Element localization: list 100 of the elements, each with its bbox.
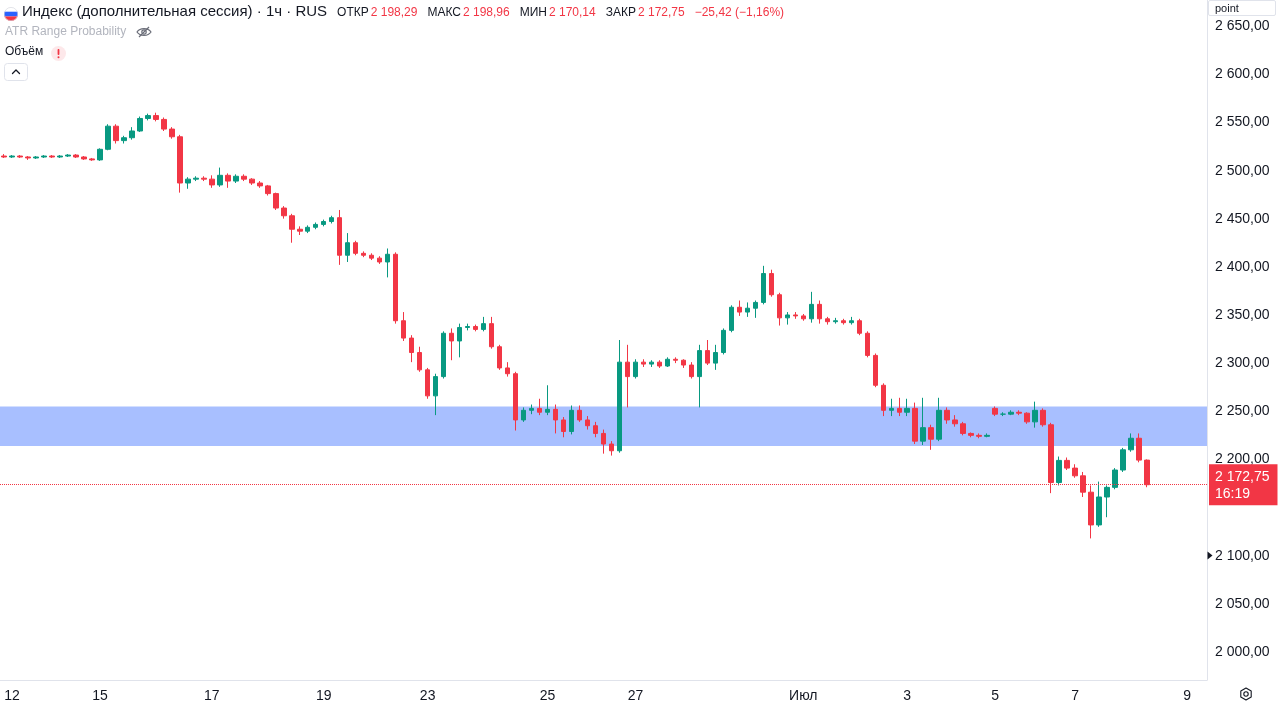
candlestick [121, 135, 127, 145]
candlestick [1104, 484, 1110, 518]
y-tick-label: 2 200,00 [1215, 450, 1270, 467]
candlestick [225, 172, 231, 189]
candlestick [593, 421, 598, 438]
candlestick [113, 123, 119, 145]
candlestick [393, 251, 398, 325]
candlestick [129, 126, 135, 141]
candlestick [25, 155, 31, 161]
candlestick [920, 397, 926, 446]
y-tick-label: 2 550,00 [1215, 113, 1270, 130]
candlestick [169, 126, 175, 140]
candlestick [137, 116, 143, 133]
x-tick-label: 17 [204, 687, 220, 703]
candlestick [553, 404, 558, 434]
candlestick [401, 311, 406, 342]
candlestick [17, 154, 23, 159]
candlestick [481, 316, 486, 332]
candlestick [521, 406, 526, 423]
candlestick [369, 252, 374, 261]
candlestick [473, 324, 478, 332]
candlestick [769, 269, 774, 298]
candlestick [984, 432, 990, 438]
candlestick [465, 323, 470, 331]
candlestick [329, 215, 334, 224]
candlestick [968, 431, 974, 438]
y-tick-label: 2 350,00 [1215, 305, 1270, 322]
candlestick [976, 432, 982, 439]
candlestick [273, 192, 279, 211]
x-tick-label: 5 [991, 687, 1000, 703]
candlestick [545, 384, 550, 416]
candlestick [952, 414, 958, 428]
candlestick [1096, 481, 1102, 528]
candlestick [233, 173, 239, 184]
candlestick [177, 134, 183, 194]
candlestick [33, 155, 39, 160]
annotation: ЗАКР [605, 5, 636, 19]
candlestick [457, 323, 462, 358]
candlestick [1128, 432, 1134, 453]
candlestick [73, 153, 79, 159]
candlestick [289, 213, 295, 244]
x-tick-label: 19 [315, 687, 332, 703]
candlestick [209, 174, 215, 189]
candlestick [305, 224, 310, 234]
candlestick [201, 175, 207, 182]
candlestick [577, 405, 582, 423]
candlestick [297, 225, 303, 236]
x-tick-label: 3 [903, 687, 912, 703]
ref-line-label: 2 172,75 16:19 [1215, 468, 1270, 502]
candlestick [9, 154, 15, 159]
candlestick [97, 147, 103, 162]
candlestick [1016, 409, 1022, 416]
annotation: МАКС [427, 5, 461, 19]
candlestick [625, 344, 630, 408]
candlestick [809, 291, 814, 324]
candlestick [193, 175, 199, 182]
x-tick-label: 27 [627, 687, 644, 703]
candlestick [1040, 407, 1046, 428]
y-tick-label: 2 050,00 [1215, 594, 1270, 611]
candlestick [873, 352, 878, 388]
y-tick-label: 2 300,00 [1215, 354, 1270, 371]
candlestick [1072, 463, 1078, 479]
x-tick-label: 9 [1183, 687, 1192, 703]
candlestick [609, 440, 614, 457]
candlestick [960, 421, 966, 436]
candlestick [281, 205, 287, 220]
annotation: 2 198,29 [370, 5, 418, 19]
candlestick [425, 367, 430, 400]
candlestick [617, 339, 622, 454]
candlestick [537, 398, 542, 416]
candlestick [793, 311, 798, 320]
annotation: Объём [5, 44, 44, 58]
candlestick [1024, 411, 1030, 425]
candlestick [513, 371, 518, 432]
candlestick [161, 117, 167, 132]
y-tick-label: 2 250,00 [1215, 402, 1270, 419]
candlestick [585, 415, 590, 431]
candlestick [249, 177, 255, 186]
candlestick [1, 153, 7, 159]
y-tick-label: 2 650,00 [1215, 17, 1270, 34]
candlestick [737, 300, 742, 317]
y-tick-label: 2 000,00 [1215, 643, 1270, 660]
candlestick [825, 316, 830, 326]
candlestick [361, 250, 366, 258]
candlestick [1032, 401, 1038, 429]
candlestick [641, 358, 646, 368]
candlestick [865, 330, 870, 358]
x-tick-label: 12 [4, 687, 20, 703]
text: point [1208, 0, 1276, 16]
candlestick [153, 112, 159, 122]
candlestick [841, 318, 846, 326]
candlestick [81, 155, 87, 161]
candlestick [1136, 432, 1142, 463]
x-tick-label: Июл [789, 687, 818, 703]
candlestick [904, 398, 910, 417]
candlestick [265, 184, 271, 197]
chart-title: Индекс (дополнительная сессия) · 1ч · RUS [22, 2, 328, 19]
candlestick [849, 316, 854, 326]
candlestick [681, 358, 686, 369]
x-tick-label: 23 [419, 687, 436, 703]
